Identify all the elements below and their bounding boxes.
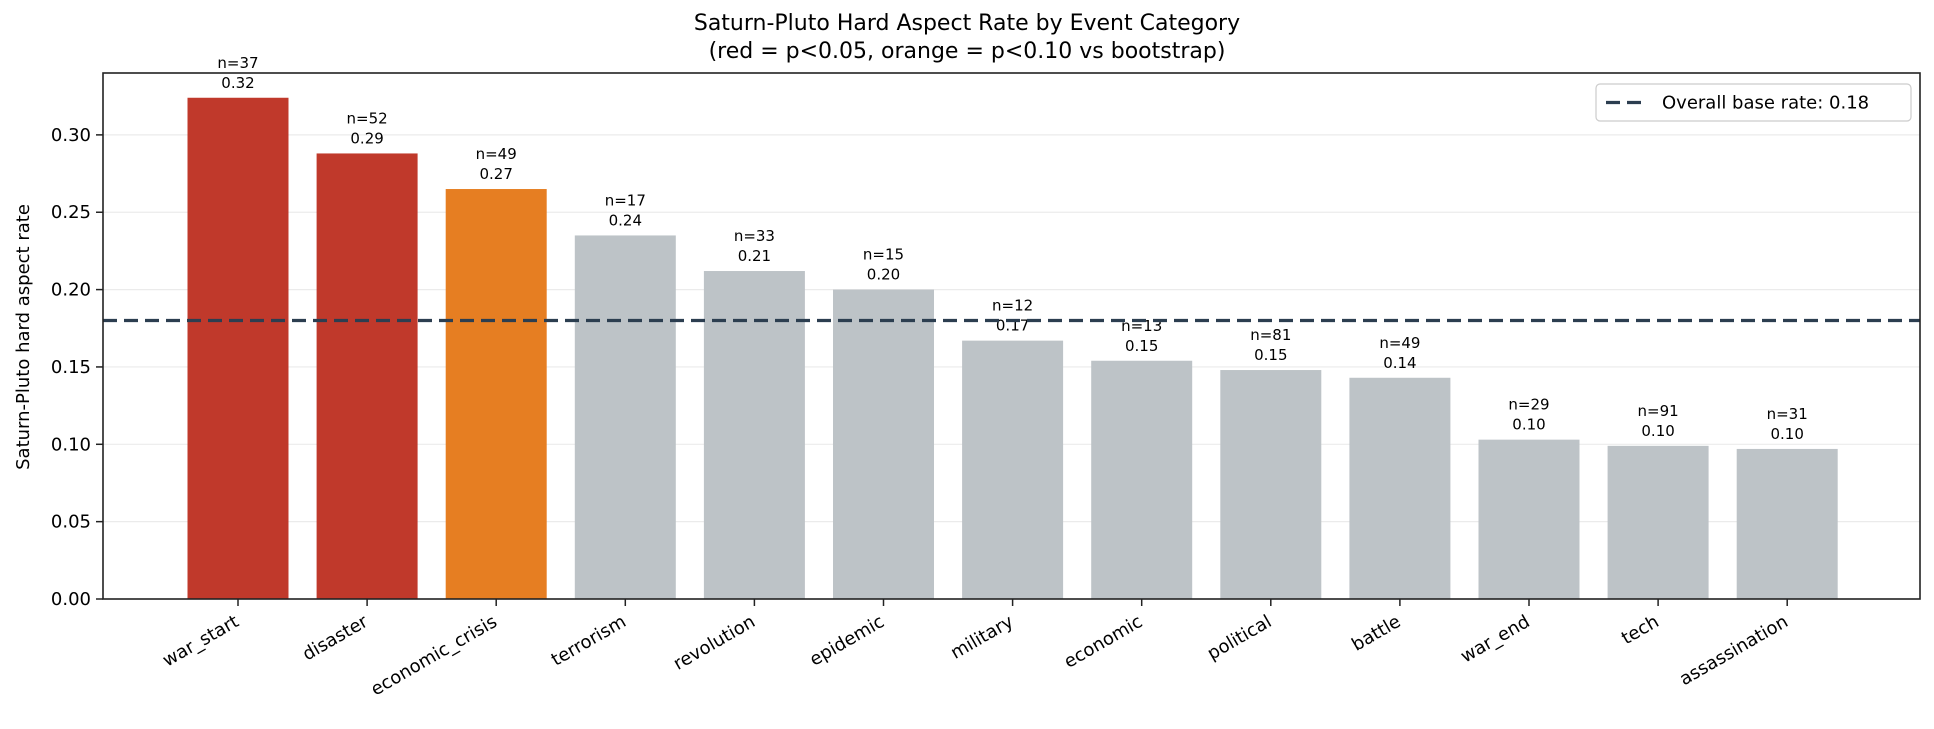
bar-economic_crisis	[445, 189, 547, 599]
bar-n-label: n=91	[1638, 402, 1679, 420]
y-axis-ticks: 0.00 0.05 0.10 0.15 0.20 0.25 0.30	[51, 125, 103, 610]
x-tick-label: terrorism	[548, 611, 630, 670]
bar-value-label: 0.10	[1641, 422, 1674, 440]
bar-n-label: n=49	[1379, 334, 1420, 352]
x-tick-label: economic_crisis	[367, 611, 500, 700]
chart-title: Saturn-Pluto Hard Aspect Rate by Event C…	[693, 11, 1241, 36]
x-tick-label: political	[1204, 611, 1276, 664]
bar-epidemic	[833, 289, 934, 599]
x-tick-label: war_start	[159, 611, 242, 671]
bar-value-label: 0.14	[1383, 354, 1416, 372]
y-tick-label: 0.15	[51, 357, 91, 378]
bar-value-label: 0.24	[609, 211, 642, 229]
bar-value-label: 0.20	[867, 266, 900, 284]
y-tick-label: 0.20	[51, 280, 91, 301]
bar-n-label: n=17	[605, 191, 646, 209]
bar-economic	[1091, 360, 1193, 599]
bar-value-label: 0.17	[996, 317, 1029, 335]
x-tick-label: epidemic	[806, 611, 888, 670]
y-tick-label: 0.05	[51, 512, 91, 533]
bar-political	[1220, 370, 1322, 599]
x-tick-label: economic	[1060, 611, 1146, 673]
bar-n-label: n=33	[734, 227, 775, 245]
bar-value-label: 0.32	[221, 74, 254, 92]
bar-value-label: 0.10	[1512, 416, 1545, 434]
legend-box	[1595, 83, 1912, 122]
x-tick-label: disaster	[299, 611, 372, 665]
y-tick-label: 0.30	[51, 125, 91, 146]
x-tick-label: tech	[1618, 611, 1663, 649]
bar-n-label: n=15	[863, 246, 904, 264]
x-tick-label: war_end	[1457, 611, 1533, 667]
bar-value-label: 0.21	[738, 247, 771, 265]
bar-value-label: 0.15	[1254, 346, 1287, 364]
y-tick-label: 0.25	[51, 202, 91, 223]
bar-tech	[1607, 445, 1709, 599]
bar-revolution	[703, 271, 805, 599]
bar-n-label: n=29	[1508, 396, 1549, 414]
y-tick-label: 0.00	[51, 589, 91, 610]
x-tick-label: assassination	[1676, 611, 1792, 690]
y-tick-label: 0.10	[51, 434, 91, 455]
bar-n-label: n=49	[476, 145, 517, 163]
bar-value-label: 0.29	[350, 129, 383, 147]
bar-labels: n=37 0.32 n=52 0.29 n=49 0.27 n=17 0.24 n=33 0.21…	[217, 54, 1807, 443]
bar-battle	[1349, 377, 1451, 599]
legend: Overall base rate: 0.18	[1595, 83, 1912, 122]
legend-label: Overall base rate: 0.18	[1662, 93, 1869, 114]
bars	[187, 97, 1838, 600]
bar-value-label: 0.15	[1125, 337, 1158, 355]
bar-war_start	[187, 97, 289, 600]
bar-n-label: n=52	[347, 109, 388, 127]
bar-value-label: 0.27	[479, 165, 512, 183]
bar-value-label: 0.10	[1770, 425, 1803, 443]
bar-n-label: n=37	[217, 54, 258, 72]
bar-n-label: n=12	[992, 297, 1033, 315]
chart-subtitle: (red = p<0.05, orange = p<0.10 vs bootst…	[708, 39, 1226, 64]
bar-disaster	[316, 153, 418, 599]
bar-n-label: n=31	[1767, 405, 1808, 423]
x-tick-label: battle	[1348, 611, 1404, 656]
y-axis-label: Saturn-Pluto hard aspect rate	[13, 204, 34, 470]
bar-war_end	[1478, 439, 1580, 599]
bar-n-label: n=13	[1121, 317, 1162, 335]
x-tick-label: military	[947, 611, 1017, 664]
bar-n-label: n=81	[1250, 326, 1291, 344]
axes	[102, 72, 1921, 600]
bar-terrorism	[574, 235, 676, 600]
x-tick-label: revolution	[670, 611, 759, 675]
bar-assassination	[1736, 448, 1838, 599]
bar-military	[962, 340, 1064, 599]
